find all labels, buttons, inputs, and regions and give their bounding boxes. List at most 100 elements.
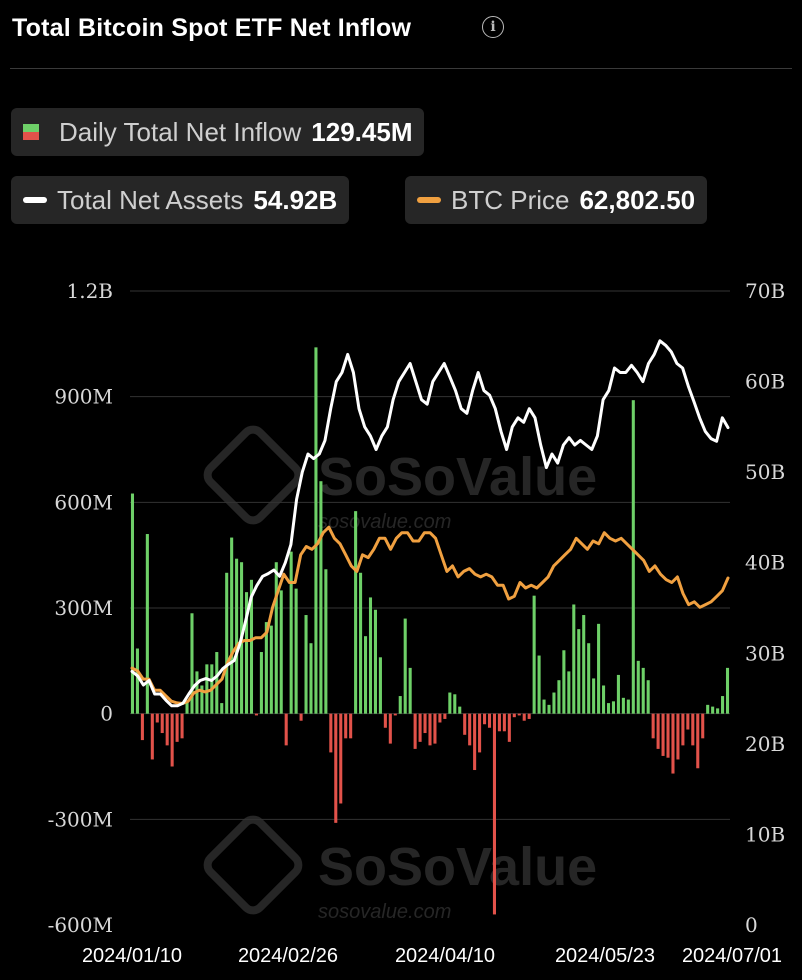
inflow-bar — [160, 713, 164, 734]
inflow-bar — [502, 713, 506, 732]
inflow-bar — [393, 713, 397, 716]
inflow-bar — [721, 696, 725, 714]
inflow-bar — [572, 604, 576, 714]
inflow-bar — [130, 493, 135, 714]
inflow-bar — [378, 657, 382, 714]
legend-assets-label: Total Net Assets — [57, 184, 244, 215]
inflow-bar — [373, 609, 377, 714]
x-tick-label: 2024/05/23 — [555, 945, 655, 967]
x-tick-label: 2024/02/26 — [238, 945, 338, 967]
inflow-bar — [562, 650, 566, 714]
y-left-tick-label: -300M — [48, 807, 113, 831]
inflow-bar — [299, 713, 303, 721]
watermark-logo-icon — [203, 425, 303, 525]
inflow-bar — [725, 667, 730, 714]
inflow-bar — [636, 660, 640, 714]
legend-total-assets[interactable]: Total Net Assets 54.92B — [11, 176, 350, 224]
inflow-bar — [621, 697, 625, 714]
inflow-bar — [463, 713, 467, 735]
inflow-bar — [483, 713, 487, 725]
inflow-bar — [701, 713, 705, 739]
inflow-bar — [334, 713, 338, 823]
y-left-tick-label: 0 — [100, 702, 113, 726]
inflow-bar — [314, 347, 318, 714]
inflow-bar — [170, 713, 174, 767]
inflow-bar — [200, 685, 204, 714]
white-line-swatch-icon — [23, 197, 47, 203]
inflow-bar — [269, 625, 273, 714]
inflow-bar — [661, 713, 665, 756]
inflow-bar — [611, 701, 615, 714]
inflow-bar — [606, 703, 611, 714]
inflow-bar — [140, 713, 144, 741]
inflow-bar — [587, 643, 591, 714]
y-right-tick-label: 70B — [745, 279, 785, 303]
inflow-bar — [388, 713, 392, 744]
y-right-tick-label: 40B — [745, 551, 785, 575]
inflow-bar — [686, 713, 690, 730]
inflow-bar — [537, 655, 541, 714]
inflow-bar — [577, 629, 581, 714]
inflow-bar — [329, 713, 333, 753]
inflow-bar — [582, 615, 586, 714]
inflow-bar — [225, 572, 229, 714]
inflow-bar — [319, 481, 323, 714]
inflow-bar — [478, 713, 482, 753]
inflow-bar — [592, 678, 596, 714]
legend-daily-inflow[interactable]: Daily Total Net Inflow 129.45M — [11, 108, 425, 156]
y-right-tick-label: 10B — [745, 822, 785, 846]
inflow-bar — [438, 713, 442, 723]
watermark-url: sosovalue.com — [318, 511, 451, 533]
inflow-bar — [309, 643, 313, 714]
y-right-tick-label: 0 — [745, 913, 758, 937]
inflow-bar — [443, 713, 447, 719]
inflow-bar — [676, 713, 680, 760]
chart-title: Total Bitcoin Spot ETF Net Inflow — [12, 14, 412, 42]
inflow-bar — [597, 623, 601, 714]
inflow-bar — [532, 595, 536, 714]
inflow-bar — [473, 713, 477, 771]
inflow-bar — [294, 588, 298, 714]
inflow-bar — [344, 713, 348, 739]
inflow-bar — [264, 622, 268, 714]
inflow-bar — [681, 713, 685, 746]
x-tick-label: 2024/07/01 — [682, 945, 782, 967]
inflow-bar — [497, 713, 501, 732]
legend-price-label: BTC Price — [451, 184, 570, 215]
inflow-bar — [458, 706, 462, 714]
inflow-bar — [557, 680, 561, 714]
y-left-tick-label: 1.2B — [66, 279, 113, 303]
inflow-bar — [339, 713, 343, 804]
inflow-bar — [492, 713, 496, 915]
y-right-tick-label: 60B — [745, 370, 785, 394]
y-right-tick-label: 20B — [745, 732, 785, 756]
inflow-bar — [602, 685, 606, 714]
total-net-assets-line — [130, 339, 730, 708]
inflow-bar — [646, 680, 650, 714]
inflow-bar — [423, 713, 427, 734]
header-divider — [10, 68, 792, 69]
inflow-bar — [418, 713, 422, 742]
x-tick-label: 2024/04/10 — [395, 945, 495, 967]
orange-line-swatch-icon — [417, 197, 441, 203]
inflow-bar — [706, 704, 710, 714]
inflow-bar — [230, 537, 234, 714]
y-right-tick-label: 50B — [745, 460, 785, 484]
x-tick-label: 2024/01/10 — [82, 945, 182, 967]
info-circle-icon[interactable]: i — [482, 16, 504, 38]
inflow-bar — [383, 713, 387, 728]
watermark: SoSoValue sosovalue.com SoSoValue sosovalue… — [203, 425, 597, 923]
inflow-bar — [527, 713, 531, 719]
y-left-tick-label: -600M — [48, 913, 113, 937]
inflow-bar — [244, 592, 249, 714]
inflow-bar — [398, 696, 402, 714]
inflow-bar — [552, 692, 556, 714]
inflow-bar — [428, 713, 432, 746]
legend-btc-price[interactable]: BTC Price 62,802.50 — [405, 176, 708, 224]
inflow-bar — [408, 667, 412, 714]
inflow-bar — [249, 579, 254, 714]
inflow-bar — [656, 713, 660, 749]
inflow-bar — [666, 713, 670, 758]
inflow-bar — [691, 713, 695, 746]
